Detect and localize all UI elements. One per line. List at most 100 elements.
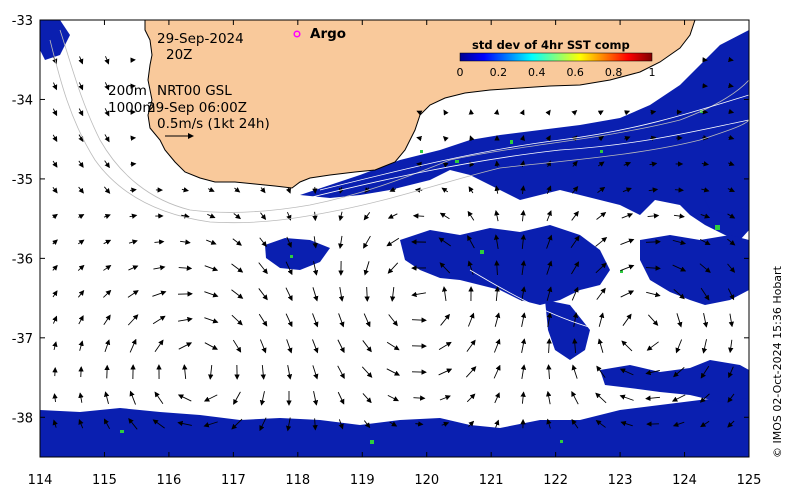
current-arrow xyxy=(650,135,657,141)
current-arrow xyxy=(727,288,735,301)
current-arrow xyxy=(439,262,451,274)
current-arrow xyxy=(648,187,659,193)
current-arrow xyxy=(231,314,243,326)
current-arrow xyxy=(493,364,501,379)
x-tick-label: 118 xyxy=(285,473,310,488)
sst-patch-se xyxy=(600,360,749,402)
current-arrow xyxy=(546,418,552,429)
current-arrow xyxy=(181,187,189,193)
current-arrow xyxy=(546,390,552,405)
current-arrow xyxy=(286,365,293,380)
current-arrow xyxy=(468,109,475,115)
current-arrow xyxy=(467,210,475,221)
current-arrow xyxy=(152,315,166,325)
current-arrow xyxy=(598,312,605,327)
current-arrow xyxy=(312,365,319,380)
current-arrow xyxy=(208,364,214,380)
current-arrow xyxy=(702,109,709,115)
x-tick-label: 114 xyxy=(28,473,53,488)
current-arrow xyxy=(728,108,735,115)
current-arrow xyxy=(494,286,500,302)
current-arrow xyxy=(597,186,606,193)
current-arrow xyxy=(312,339,319,354)
current-arrow xyxy=(701,339,708,354)
current-arrow xyxy=(672,264,687,272)
current-arrow xyxy=(52,341,58,351)
current-arrow xyxy=(520,286,527,301)
current-arrow xyxy=(103,265,112,271)
current-arrow xyxy=(520,234,526,249)
current-arrow xyxy=(466,393,476,403)
current-arrow xyxy=(104,134,110,143)
y-tick-label: -36 xyxy=(12,252,33,267)
current-arrow xyxy=(153,265,166,271)
current-arrow xyxy=(443,109,449,116)
current-arrow xyxy=(728,366,734,379)
current-arrow xyxy=(286,236,292,248)
current-arrow xyxy=(520,209,526,222)
current-arrow xyxy=(545,135,551,142)
current-arrow xyxy=(260,187,266,194)
current-arrow xyxy=(595,237,608,247)
current-arrow xyxy=(363,313,371,328)
current-arrow xyxy=(676,313,683,328)
x-tick-label: 125 xyxy=(737,473,762,488)
current-arrow xyxy=(727,238,736,246)
x-tick-label: 117 xyxy=(221,473,246,488)
current-arrow xyxy=(154,239,165,245)
current-arrow xyxy=(645,239,661,245)
current-arrow xyxy=(233,391,241,405)
current-arrow xyxy=(128,265,139,271)
current-arrow xyxy=(494,260,500,276)
current-arrow xyxy=(571,364,578,379)
current-arrow xyxy=(51,213,58,220)
current-arrow xyxy=(519,109,525,116)
current-arrow xyxy=(338,211,344,222)
colorbar xyxy=(459,52,653,62)
x-tick-label: 119 xyxy=(350,473,375,488)
current-arrow xyxy=(312,418,318,431)
contour-1000m xyxy=(49,39,749,224)
current-arrow xyxy=(77,290,85,298)
current-arrow xyxy=(728,313,734,328)
current-arrow xyxy=(649,161,658,167)
current-arrow xyxy=(204,342,218,350)
current-arrow xyxy=(260,212,267,221)
current-arrow xyxy=(362,393,372,404)
current-arrow xyxy=(154,339,164,353)
current-arrow xyxy=(78,214,85,220)
current-arrow xyxy=(519,135,525,141)
current-arrow xyxy=(494,338,501,353)
current-arrow xyxy=(622,187,632,193)
current-arrow xyxy=(520,312,527,327)
current-arrow xyxy=(646,341,659,351)
current-arrow xyxy=(78,56,84,65)
current-arrow xyxy=(182,364,188,380)
current-arrow xyxy=(103,314,111,325)
current-arrow xyxy=(699,393,710,403)
current-arrow xyxy=(619,368,634,376)
sst-patch-mid xyxy=(400,225,610,305)
current-arrow xyxy=(231,289,244,299)
current-arrow xyxy=(152,419,165,429)
current-arrow xyxy=(416,110,423,116)
current-arrow xyxy=(128,239,138,245)
current-arrow xyxy=(699,238,711,246)
current-arrow xyxy=(619,394,634,401)
current-arrow xyxy=(386,237,400,247)
current-arrow xyxy=(207,213,216,219)
current-arrow xyxy=(597,110,604,116)
current-arrow xyxy=(650,109,657,116)
current-arrow xyxy=(700,213,711,219)
current-arrow xyxy=(494,392,500,404)
current-arrow xyxy=(52,419,58,428)
current-arrow xyxy=(203,394,218,402)
current-arrow xyxy=(469,135,475,142)
current-arrow xyxy=(438,368,453,376)
x-tick-label: 120 xyxy=(414,473,439,488)
colorbar-tick-label: 0.8 xyxy=(605,66,623,79)
depth1-label: 200m xyxy=(108,83,147,99)
current-arrow xyxy=(439,212,450,220)
current-arrow xyxy=(727,263,736,273)
